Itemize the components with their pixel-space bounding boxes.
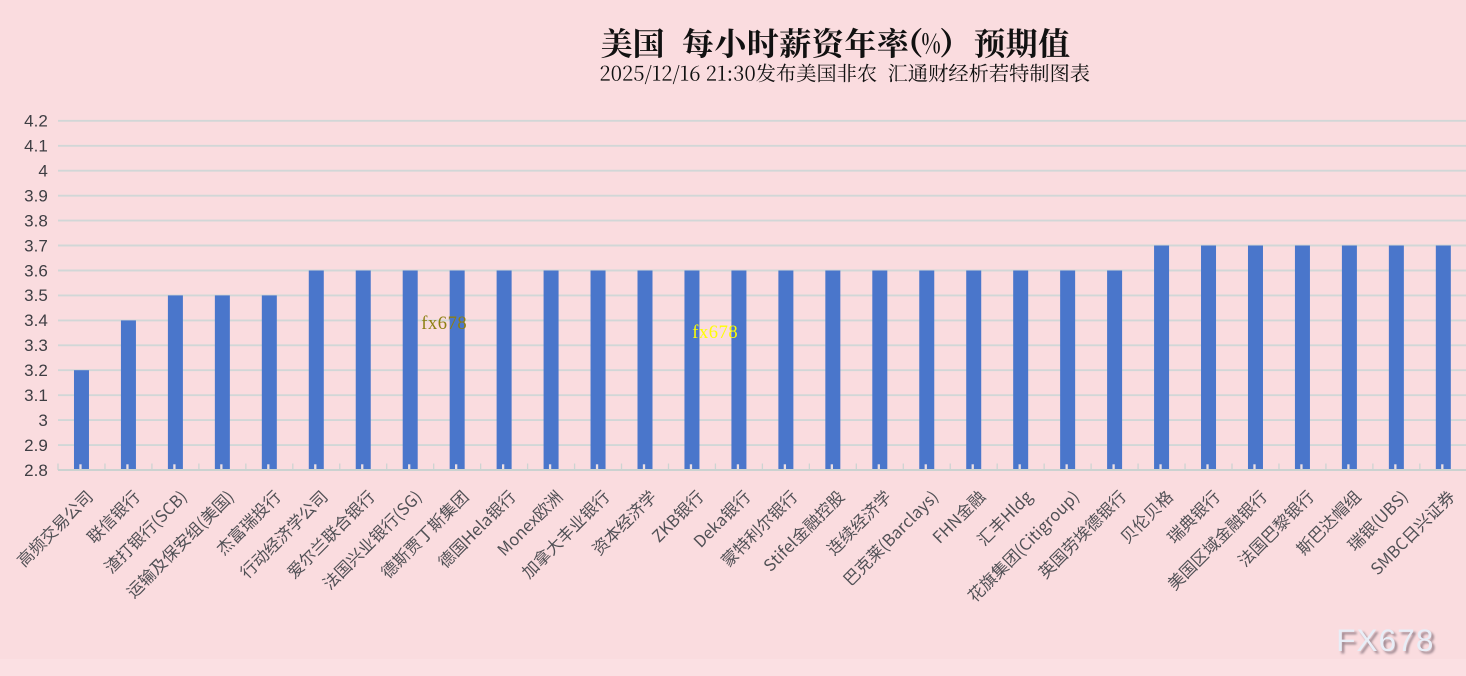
svg-text:2.9: 2.9 — [24, 436, 48, 455]
svg-text:fx678: fx678 — [421, 314, 467, 334]
svg-text:fx678: fx678 — [692, 323, 738, 343]
svg-text:4.1: 4.1 — [24, 137, 48, 156]
svg-text:3: 3 — [38, 411, 47, 430]
svg-text:3.1: 3.1 — [24, 386, 48, 405]
svg-text:3.3: 3.3 — [24, 336, 48, 355]
svg-text:3.6: 3.6 — [24, 261, 48, 280]
svg-text:3.4: 3.4 — [24, 311, 48, 330]
svg-text:3.8: 3.8 — [24, 211, 48, 230]
svg-text:2.8: 2.8 — [24, 461, 48, 480]
svg-text:3.2: 3.2 — [24, 361, 48, 380]
svg-text:4.2: 4.2 — [24, 112, 48, 131]
svg-text:3.9: 3.9 — [24, 187, 48, 206]
svg-text:3.7: 3.7 — [24, 236, 48, 255]
svg-text:4: 4 — [38, 162, 47, 181]
svg-text:3.5: 3.5 — [24, 286, 48, 305]
